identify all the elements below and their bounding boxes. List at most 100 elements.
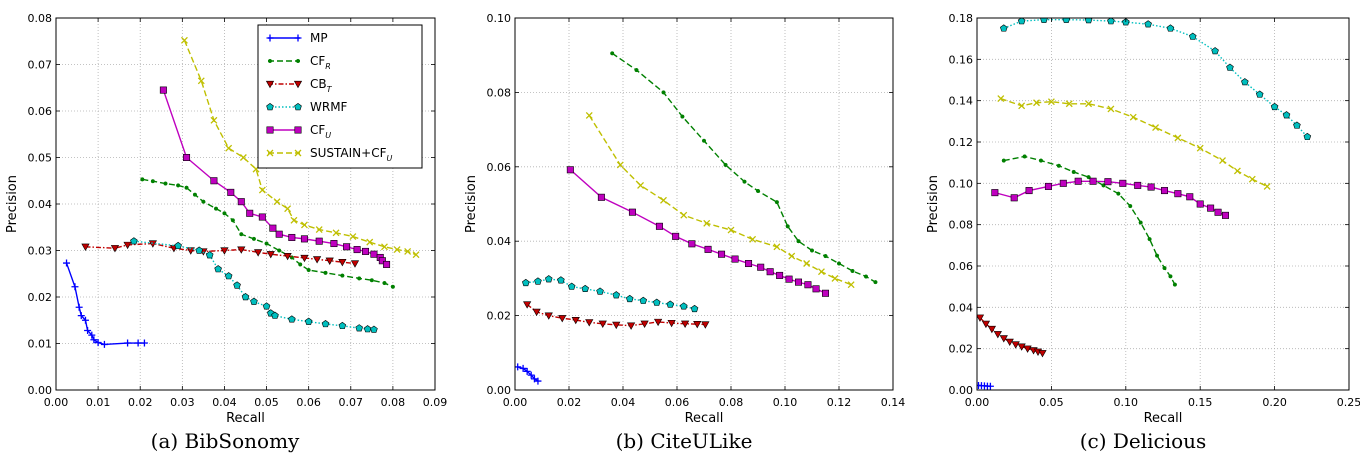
plot-frame — [514, 17, 894, 391]
x-tick-label: 0.00 — [503, 396, 528, 409]
data-point-cf_r — [140, 177, 145, 182]
data-point-cf_u — [704, 245, 712, 253]
data-point-cf_u — [246, 209, 254, 217]
data-point-mp — [140, 339, 148, 347]
data-point-cf_r — [1086, 175, 1091, 180]
data-point-sustain_cf_u — [1085, 100, 1093, 108]
data-point-cf_u — [343, 243, 351, 251]
data-point-sustain_cf_u — [1033, 99, 1040, 107]
data-point-cf_r — [850, 268, 855, 274]
y-tick-label: 0.16 — [949, 53, 974, 66]
data-point-wrmf — [679, 302, 688, 310]
legend-entry-mp: MP — [266, 31, 328, 45]
data-point-sustain_cf_u — [1219, 157, 1226, 165]
data-point-cf_r — [264, 241, 269, 246]
legend-entry-wrmf: WRMF — [266, 100, 348, 114]
data-point-cf_u — [991, 189, 999, 197]
data-point-sustain_cf_u — [788, 252, 796, 260]
data-point-wrmf — [1270, 102, 1279, 111]
y-tick-label: 0.05 — [28, 152, 53, 165]
data-point-wrmf — [639, 296, 648, 304]
y-tick-label: 0.03 — [28, 245, 53, 258]
data-point-cf_u — [804, 281, 812, 289]
x-tick-label: 0.20 — [1262, 396, 1287, 409]
data-point-cf_r — [251, 236, 256, 241]
series-line-cf_r — [611, 52, 876, 283]
y-axis-label: Precision — [5, 175, 20, 233]
data-point-wrmf — [304, 317, 313, 325]
x-tick-label: 0.07 — [339, 396, 364, 409]
data-point-wrmf — [1166, 24, 1175, 32]
data-point-sustain_cf_u — [749, 235, 757, 243]
legend: MP CFR CBT WRMF CFU SUSTAIN+CFU — [257, 24, 423, 169]
data-point-cf_u — [275, 230, 283, 238]
data-point-mp — [530, 375, 538, 383]
data-point-wrmf — [567, 282, 576, 290]
data-point-wrmf — [581, 284, 589, 293]
data-point-cb_t — [283, 252, 292, 261]
series-line-wrmf — [1003, 18, 1308, 138]
data-point-wrmf — [596, 287, 604, 295]
data-point-wrmf — [224, 272, 233, 280]
data-point-wrmf — [241, 293, 250, 301]
legend-label: CBT — [310, 77, 333, 94]
data-point-wrmf — [205, 251, 214, 259]
y-tick-label: 0.08 — [28, 12, 53, 25]
data-point-cf_u — [812, 285, 820, 293]
legend-marker — [294, 149, 302, 157]
data-point-cf_r — [1172, 282, 1177, 287]
data-point-wrmf — [214, 265, 222, 273]
chart-panel-1: 0.00 0.01 0.02 0.03 0.04 0.05 0.06 0.07 0.08 0.09… — [5, 12, 447, 453]
data-point-wrmf — [195, 246, 203, 254]
data-point-sustain_cf_u — [404, 247, 412, 255]
data-point-cf_r — [1154, 253, 1160, 258]
data-point-wrmf — [534, 277, 542, 285]
data-point-wrmf — [1303, 132, 1312, 141]
x-tick-label: 0.01 — [86, 396, 111, 409]
data-point-cf_u — [159, 86, 167, 94]
data-point-cf_u — [383, 260, 391, 268]
chart-panel-2: 0.00 0.02 0.04 0.06 0.08 0.10 0.12 0.14 0.00 0.02… — [464, 12, 905, 453]
data-point-wrmf — [1293, 121, 1301, 129]
data-point-sustain_cf_u — [1263, 182, 1271, 190]
legend-entry-cf_u: CFU — [266, 123, 331, 140]
data-point-sustain_cf_u — [300, 221, 308, 229]
data-point-cf_u — [766, 268, 774, 276]
data-point-cf_u — [1104, 178, 1112, 186]
data-point-cf_r — [382, 281, 387, 286]
plot-area — [977, 18, 1349, 390]
data-point-sustain_cf_u — [290, 216, 298, 224]
data-point-cb_t — [312, 256, 322, 264]
data-point-wrmf — [1241, 78, 1249, 86]
data-point-cf_u — [362, 247, 370, 255]
data-point-cf_u — [688, 240, 696, 248]
data-point-mp — [77, 312, 85, 320]
data-point-wrmf — [1040, 18, 1048, 23]
data-point-wrmf — [1226, 63, 1234, 71]
data-point-cf_u — [1010, 194, 1018, 202]
data-point-cf_r — [230, 218, 235, 223]
data-point-cb_t — [300, 254, 309, 263]
data-point-sustain_cf_u — [997, 95, 1005, 103]
data-point-sustain_cf_u — [680, 211, 688, 219]
y-tick-label: 0.07 — [28, 59, 53, 72]
data-point-cf_u — [1196, 200, 1204, 208]
data-point-cb_t — [667, 319, 676, 328]
data-point-wrmf — [666, 300, 675, 308]
data-point-sustain_cf_u — [773, 243, 781, 251]
data-point-wrmf — [1084, 18, 1093, 24]
data-point-cb_t — [977, 314, 985, 322]
data-point-cf_u — [672, 232, 680, 240]
data-point-cb_t — [237, 246, 246, 254]
data-point-cf_u — [1186, 193, 1194, 201]
data-point-cf_r — [742, 179, 747, 184]
data-point-cf_r — [239, 232, 244, 237]
y-tick-label: 0.12 — [949, 136, 974, 149]
data-point-cf_r — [1147, 237, 1152, 242]
data-point-cf_u — [269, 224, 277, 232]
data-point-cf_u — [300, 235, 308, 243]
chart-panel-3: 0.00 0.05 0.10 0.15 0.20 0.25 0.00 0.02 0.04 0.06… — [926, 12, 1360, 453]
data-point-cb_t — [81, 243, 90, 251]
data-point-cf_r — [785, 224, 790, 229]
data-point-sustain_cf_u — [1248, 175, 1256, 183]
